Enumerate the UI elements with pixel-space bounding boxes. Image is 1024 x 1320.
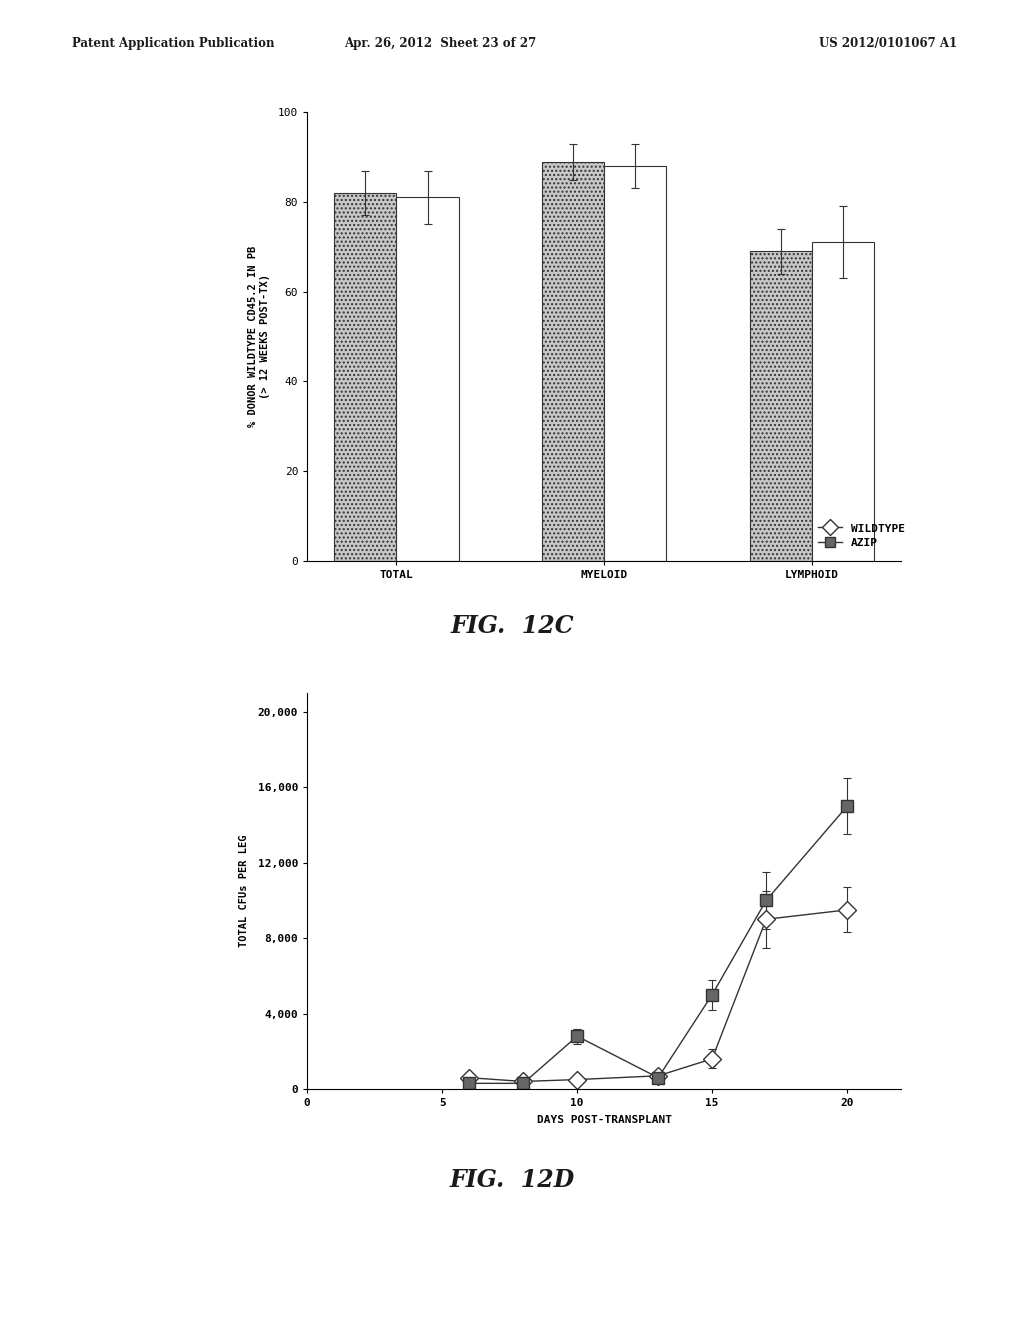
Text: FIG.  12D: FIG. 12D xyxy=(450,1168,574,1192)
Y-axis label: % DONOR WILDTYPE CD45.2 IN PB
(> 12 WEEKS POST-TX): % DONOR WILDTYPE CD45.2 IN PB (> 12 WEEK… xyxy=(248,246,269,428)
Text: FIG.  12C: FIG. 12C xyxy=(451,614,573,638)
Text: Apr. 26, 2012  Sheet 23 of 27: Apr. 26, 2012 Sheet 23 of 27 xyxy=(344,37,537,50)
Bar xyxy=(604,166,667,561)
Text: US 2012/0101067 A1: US 2012/0101067 A1 xyxy=(819,37,957,50)
Bar xyxy=(812,243,874,561)
Bar xyxy=(542,161,604,561)
Text: Patent Application Publication: Patent Application Publication xyxy=(72,37,274,50)
Bar xyxy=(334,193,396,561)
X-axis label: DAYS POST-TRANSPLANT: DAYS POST-TRANSPLANT xyxy=(537,1115,672,1125)
Legend: WILDTYPE, AZIP: WILDTYPE, AZIP xyxy=(816,520,907,550)
Y-axis label: TOTAL CFUs PER LEG: TOTAL CFUs PER LEG xyxy=(240,834,249,948)
Bar xyxy=(396,198,459,561)
Bar xyxy=(750,251,812,561)
